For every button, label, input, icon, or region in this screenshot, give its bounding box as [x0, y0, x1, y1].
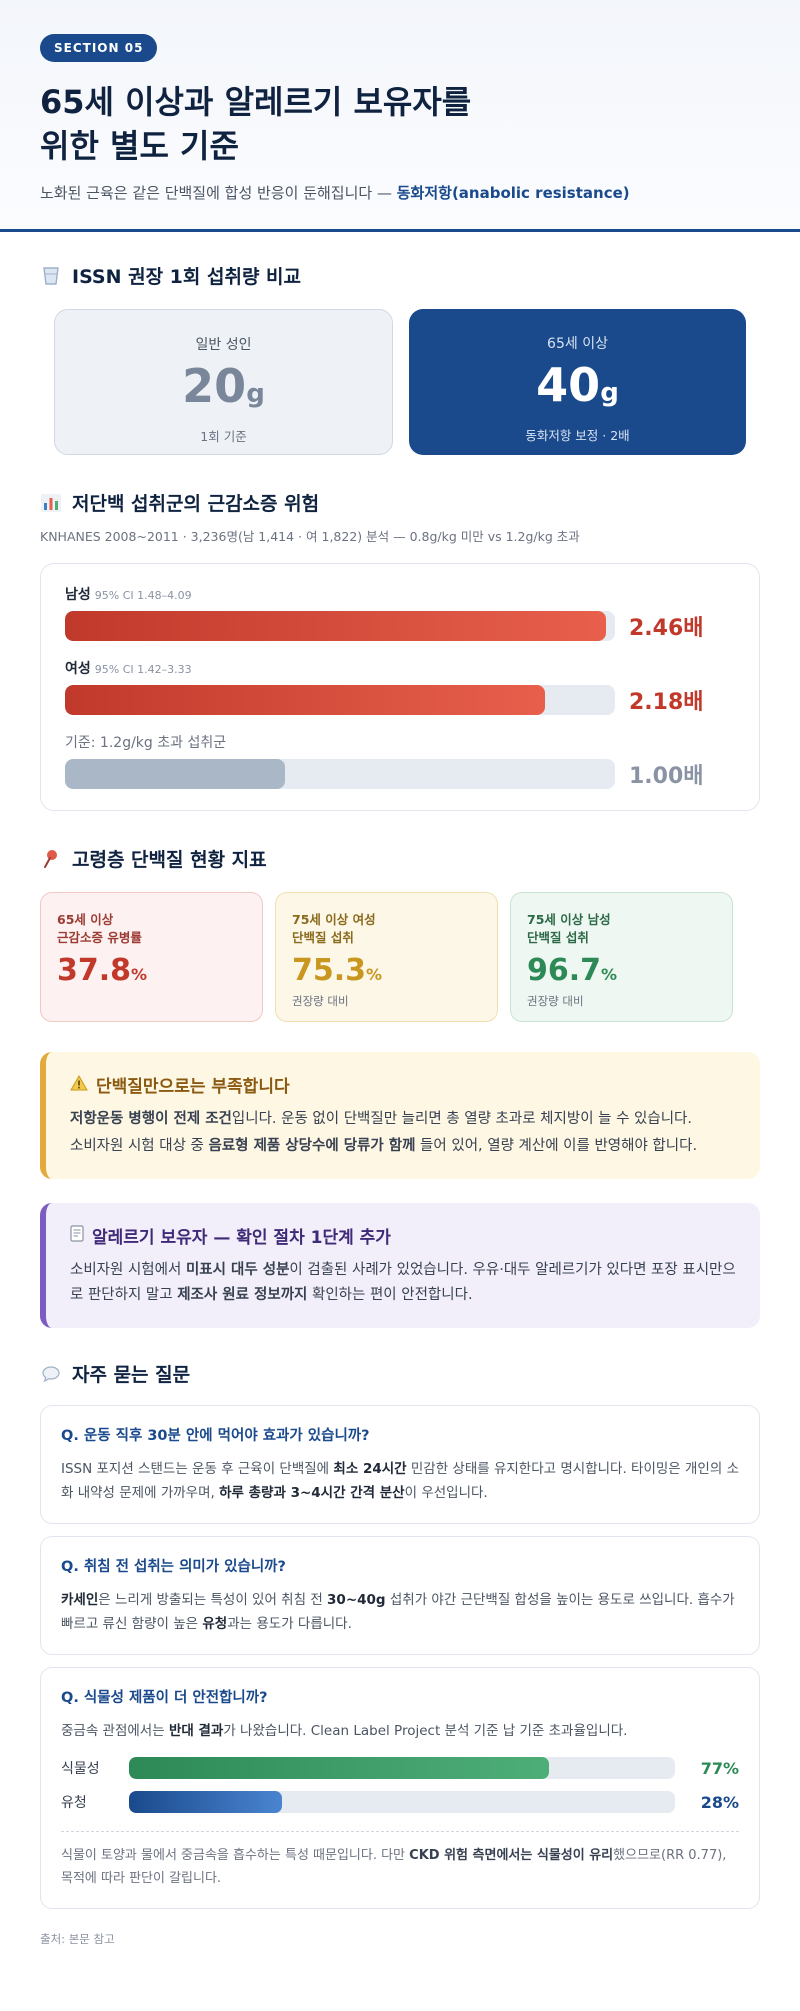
adult-intake-value: 20g — [182, 359, 265, 413]
stat-value-female75: 75.3% — [292, 953, 383, 988]
stat-card-female75: 75세 이상 여성 단백질 섭취 75.3% 권장량 대비 — [275, 892, 498, 1022]
stats-title: 고령층 단백질 현황 지표 — [40, 845, 760, 872]
allergy-section: 알레르기 보유자 — 확인 절차 1단계 추가 소비자원 시험에서 미표시 대두… — [0, 1203, 800, 1328]
risk-value-baseline: 1.00배 — [629, 764, 704, 789]
risk-chart: 남성 95% CI 1.48–4.09 2.46배 여성 95% CI 1.42–3… — [40, 563, 760, 811]
faq-answer-bedtime: 카세인은 느리게 방출되는 특성이 있어 취침 전 30~40g 섭취가 야간 … — [61, 1592, 735, 1632]
risk-value-female: 2.18배 — [629, 690, 704, 715]
bar-chart-icon — [40, 492, 62, 514]
risk-bar-baseline — [65, 759, 285, 789]
hero-header: SECTION 05 65세 이상과 알레르기 보유자를 위한 별도 기준 노화… — [0, 0, 800, 232]
faq-item-plant: Q. 식물성 제품이 더 안전합니까? 중금속 관점에서는 반대 결과가 나왔습… — [40, 1667, 760, 1909]
page-title: 65세 이상과 알레르기 보유자를 위한 별도 기준 — [40, 83, 472, 165]
allergy-text: 소비자원 시험에서 미표시 대두 성분이 검출된 사례가 있었습니다. 우유·대… — [70, 1262, 736, 1303]
adult-intake-card: 일반 성인 20g 1회 기준 — [54, 309, 393, 455]
source-note: 출처: 본문 참고 — [40, 1932, 115, 1946]
speech-bubble-icon — [40, 1363, 62, 1385]
lead-comparison-chart: 식물성 77% 유청 28% — [61, 1757, 739, 1813]
warning-icon — [70, 1074, 88, 1095]
risk-section: 저단백 섭취군의 근감소증 위험 KNHANES 2008~2011 · 3,2… — [0, 489, 800, 811]
warning-title: 단백질만으로는 부족합니다 — [70, 1072, 736, 1097]
cup-icon — [40, 265, 62, 287]
lead-value-plant: 77% — [700, 1758, 739, 1778]
risk-row-male: 남성 95% CI 1.48–4.09 2.46배 — [65, 587, 704, 641]
stat-card-sarcopenia: 65세 이상 근감소증 유병률 37.8% — [40, 892, 263, 1022]
risk-value-male: 2.46배 — [629, 616, 704, 641]
warning-text-2: 소비자원 시험 대상 중 음료형 제품 상당수에 당류가 함께 들어 있어, 열… — [70, 1138, 698, 1154]
senior-intake-card: 65세 이상 40g 동화저항 보정 · 2배 — [409, 309, 746, 455]
lead-bar-whey — [128, 1791, 282, 1813]
faq-answer-timing: ISSN 포지션 스탠드는 운동 후 근육이 단백질에 최소 24시간 민감한 … — [61, 1461, 739, 1501]
risk-bar-male — [65, 611, 607, 641]
faq-item-bedtime: Q. 취침 전 섭취는 의미가 있습니까? 카세인은 느리게 방출되는 특성이 … — [40, 1536, 760, 1655]
faq-footnote-plant: 식물이 토양과 물에서 중금속을 흡수하는 특성 때문입니다. 다만 CKD 위… — [61, 1831, 739, 1890]
lead-row-plant: 식물성 77% — [61, 1757, 739, 1779]
lead-value-whey: 28% — [700, 1792, 739, 1812]
page-subtitle: 노화된 근육은 같은 단백질에 합성 반응이 둔해집니다 — 동화저항(anab… — [40, 184, 630, 202]
warning-text-1: 저항운동 병행이 전제 조건입니다. 운동 없이 단백질만 늘리면 총 열량 초… — [70, 1111, 693, 1127]
faq-answer-plant: 중금속 관점에서는 반대 결과가 나왔습니다. Clean Label Proj… — [61, 1723, 628, 1739]
subtitle-term: 동화저항(anabolic resistance) — [396, 184, 630, 202]
faq-item-timing: Q. 운동 직후 30분 안에 먹어야 효과가 있습니까? ISSN 포지션 스… — [40, 1405, 760, 1524]
risk-row-baseline: 기준: 1.2g/kg 초과 섭취군 1.00배 — [65, 735, 704, 789]
faq-question-timing: Q. 운동 직후 30분 안에 먹어야 효과가 있습니까? — [61, 1428, 370, 1444]
stat-card-male75: 75세 이상 남성 단백질 섭취 96.7% 권장량 대비 — [510, 892, 733, 1022]
faq-section: 자주 묻는 질문 Q. 운동 직후 30분 안에 먹어야 효과가 있습니까? I… — [0, 1360, 800, 1947]
risk-title: 저단백 섭취군의 근감소증 위험 — [40, 489, 760, 516]
stats-section: 고령층 단백질 현황 지표 65세 이상 근감소증 유병률 37.8% 75세 … — [0, 845, 800, 1022]
risk-description: KNHANES 2008~2011 · 3,236명(남 1,414 · 여 1… — [40, 529, 580, 544]
allergy-title: 알레르기 보유자 — 확인 절차 1단계 추가 — [70, 1223, 736, 1248]
intake-title: ISSN 권장 1회 섭취량 비교 — [40, 262, 760, 289]
risk-bar-female — [65, 685, 545, 715]
lead-row-whey: 유청 28% — [61, 1791, 739, 1813]
intake-section: ISSN 권장 1회 섭취량 비교 일반 성인 20g 1회 기준 65세 이상… — [0, 262, 800, 455]
warning-section: 단백질만으로는 부족합니다 저항운동 병행이 전제 조건입니다. 운동 없이 단… — [0, 1052, 800, 1179]
document-icon — [70, 1225, 84, 1246]
senior-intake-value: 40g — [536, 358, 619, 412]
stat-value-sarcopenia: 37.8% — [57, 953, 148, 988]
allergy-callout: 알레르기 보유자 — 확인 절차 1단계 추가 소비자원 시험에서 미표시 대두… — [40, 1203, 760, 1328]
risk-row-female: 여성 95% CI 1.42–3.33 2.18배 — [65, 661, 704, 715]
warning-callout: 단백질만으로는 부족합니다 저항운동 병행이 전제 조건입니다. 운동 없이 단… — [40, 1052, 760, 1179]
lead-bar-plant — [128, 1757, 550, 1779]
faq-question-plant: Q. 식물성 제품이 더 안전합니까? — [61, 1690, 268, 1706]
stat-value-male75: 96.7% — [527, 953, 618, 988]
pin-icon — [40, 848, 62, 870]
faq-question-bedtime: Q. 취침 전 섭취는 의미가 있습니까? — [61, 1559, 286, 1575]
faq-title: 자주 묻는 질문 — [40, 1360, 760, 1387]
section-badge: SECTION 05 — [40, 34, 158, 62]
